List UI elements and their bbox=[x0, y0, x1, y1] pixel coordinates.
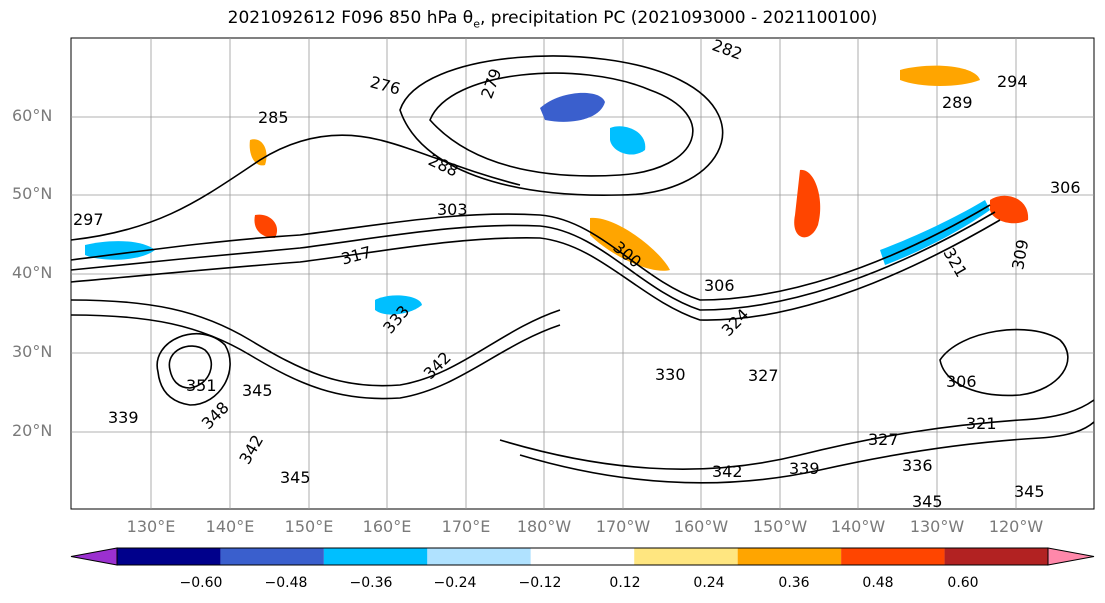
colorbar-tick-label: 0.60 bbox=[947, 575, 979, 591]
precip-neg-1 bbox=[540, 92, 605, 122]
precip-neg-2 bbox=[610, 126, 646, 155]
contour-label: 336 bbox=[902, 456, 933, 475]
precip-pos-2 bbox=[900, 65, 980, 86]
lon-label: 170°W bbox=[595, 517, 651, 536]
colorbar-segment bbox=[737, 548, 842, 565]
colorbar-tick-label: −0.60 bbox=[179, 575, 223, 591]
contour-low-ring-1 bbox=[429, 72, 694, 177]
map-gridlines bbox=[71, 38, 1094, 509]
contour-south-2 bbox=[519, 421, 1095, 484]
theta-e-contours bbox=[70, 55, 1095, 484]
lon-label: 120°W bbox=[988, 517, 1044, 536]
lon-label: 170°E bbox=[441, 517, 491, 536]
lat-label: 30°N bbox=[12, 342, 53, 361]
colorbar-tick-label: −0.48 bbox=[264, 575, 308, 591]
precip-neg-4 bbox=[375, 295, 422, 315]
contour-jet-5 bbox=[70, 299, 561, 387]
lon-label: 140°W bbox=[830, 517, 886, 536]
contour-jet-6 bbox=[70, 314, 561, 400]
contour-label: 339 bbox=[108, 408, 139, 427]
lat-label: 20°N bbox=[12, 421, 53, 440]
contour-label: 345 bbox=[242, 381, 273, 400]
contour-south-1 bbox=[499, 399, 1095, 470]
lat-label: 40°N bbox=[12, 263, 53, 282]
contour-typhoon bbox=[168, 345, 213, 389]
colorbar-segment bbox=[841, 548, 945, 565]
contour-label: 342 bbox=[712, 462, 743, 481]
lon-label: 160°E bbox=[362, 517, 412, 536]
precip-shading bbox=[85, 65, 1029, 315]
lon-label: 180°W bbox=[516, 517, 572, 536]
colorbar-border bbox=[116, 547, 1049, 566]
colorbar bbox=[70, 547, 1095, 566]
lon-label: 130°W bbox=[909, 517, 965, 536]
contour-label: 321 bbox=[966, 414, 997, 433]
precip-pos-5 bbox=[254, 214, 278, 238]
lon-label: 130°E bbox=[126, 517, 176, 536]
precip-neg-5 bbox=[85, 241, 155, 260]
contour-label: 297 bbox=[73, 210, 104, 229]
precip-pos-4 bbox=[590, 217, 670, 271]
contour-label: 327 bbox=[868, 430, 899, 449]
contour-label: 289 bbox=[942, 93, 973, 112]
contour-east-loop bbox=[939, 328, 1069, 397]
colorbar-tick-label: 0.36 bbox=[778, 575, 810, 591]
lon-label: 150°E bbox=[284, 517, 334, 536]
contour-label: 345 bbox=[912, 492, 943, 511]
colorbar-tick-label: 0.12 bbox=[609, 575, 641, 591]
contour-typhoon-2 bbox=[156, 332, 231, 406]
contour-label: 339 bbox=[789, 459, 820, 478]
colorbar-tick-label: −0.36 bbox=[349, 575, 393, 591]
contour-label: 345 bbox=[280, 468, 311, 487]
map-title: 2021092612 F096 850 hPa θe, precipitatio… bbox=[227, 8, 878, 31]
colorbar-segment bbox=[427, 548, 531, 565]
contour-label: 306 bbox=[1050, 178, 1081, 197]
contour-jet-2 bbox=[70, 204, 991, 301]
precip-pos-3 bbox=[990, 195, 1029, 224]
contour-jet-3 bbox=[70, 211, 996, 311]
contour-label: 351 bbox=[186, 376, 217, 395]
colorbar-extend-low bbox=[70, 547, 118, 566]
lat-label: 50°N bbox=[12, 184, 53, 203]
colorbar-segment bbox=[323, 548, 428, 565]
lon-label: 160°W bbox=[673, 517, 729, 536]
contour-label: 306 bbox=[946, 372, 977, 391]
contour-label: 303 bbox=[437, 200, 468, 219]
colorbar-tick-label: −0.24 bbox=[433, 575, 477, 591]
colorbar-segment bbox=[944, 548, 1048, 565]
contour-label: 306 bbox=[704, 276, 735, 295]
contour-label: 345 bbox=[1014, 482, 1045, 501]
contour-low-ring-2 bbox=[399, 55, 724, 197]
colorbar-segment bbox=[530, 548, 635, 565]
colorbar-tick-label: 0.24 bbox=[693, 575, 725, 591]
colorbar-tick-label: −0.12 bbox=[518, 575, 562, 591]
lat-label: 60°N bbox=[12, 106, 53, 125]
colorbar-segment bbox=[634, 548, 738, 565]
colorbar-segment bbox=[117, 548, 221, 565]
lon-label: 140°E bbox=[205, 517, 255, 536]
contour-label: 327 bbox=[748, 366, 779, 385]
contour-label: 285 bbox=[258, 108, 289, 127]
colorbar-extend-high bbox=[1047, 547, 1095, 566]
lon-label: 150°W bbox=[752, 517, 808, 536]
colorbar-tick-label: 0.48 bbox=[862, 575, 894, 591]
precip-pos-1 bbox=[794, 169, 821, 238]
contour-label: 294 bbox=[997, 72, 1028, 91]
colorbar-segment bbox=[220, 548, 324, 565]
contour-label: 330 bbox=[655, 365, 686, 384]
contour-jet-4 bbox=[70, 219, 1001, 321]
